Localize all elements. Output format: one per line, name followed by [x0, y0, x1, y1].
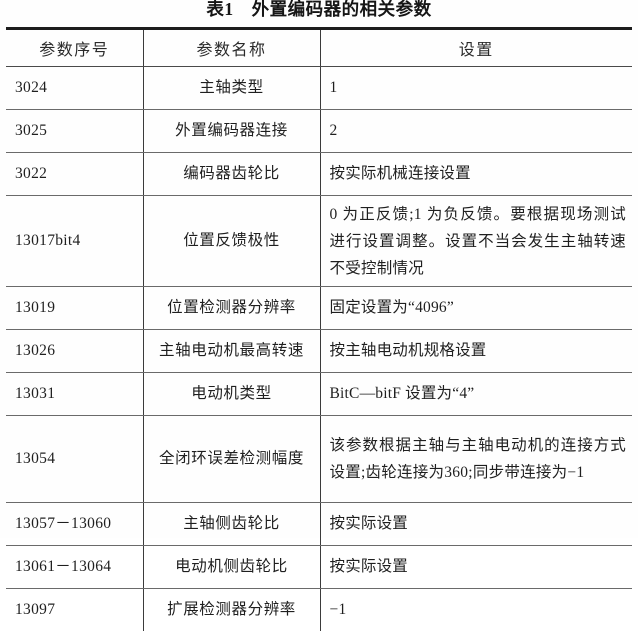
cell-setting: 按实际设置 [320, 546, 632, 589]
cell-param-name: 主轴类型 [143, 67, 320, 110]
table-row: 13054 全闭环误差检测幅度 该参数根据主轴与主轴电动机的连接方式设置;齿轮连… [6, 416, 632, 503]
cell-setting: 2 [320, 110, 632, 153]
table-row: 3024 主轴类型 1 [6, 67, 632, 110]
cell-param-name: 主轴电动机最高转速 [143, 330, 320, 373]
parameters-table: 参数序号 参数名称 设置 3024 主轴类型 1 3025 外置编码器连接 2 [6, 27, 632, 631]
parameters-table-container: 参数序号 参数名称 设置 3024 主轴类型 1 3025 外置编码器连接 2 [6, 27, 632, 631]
cell-param-no: 13057－13060 [6, 503, 143, 546]
cell-setting: 1 [320, 67, 632, 110]
column-header-param-no: 参数序号 [6, 29, 143, 67]
cell-setting: 按实际机械连接设置 [320, 153, 632, 196]
table-header-row: 参数序号 参数名称 设置 [6, 29, 632, 67]
caption-label: 表 [206, 0, 224, 19]
cell-param-no: 13061－13064 [6, 546, 143, 589]
cell-param-no: 3025 [6, 110, 143, 153]
cell-setting-text: 0 为正反馈;1 为负反馈。要根据现场测试进行设置调整。设置不当会发生主轴转速不… [330, 201, 627, 282]
table-row: 3022 编码器齿轮比 按实际机械连接设置 [6, 153, 632, 196]
cell-setting: 该参数根据主轴与主轴电动机的连接方式设置;齿轮连接为360;同步带连接为−1 [320, 416, 632, 503]
table-row: 13019 位置检测器分辨率 固定设置为“4096” [6, 287, 632, 330]
table-row: 13017bit4 位置反馈极性 0 为正反馈;1 为负反馈。要根据现场测试进行… [6, 196, 632, 287]
table-row: 13031 电动机类型 BitC—bitF 设置为“4” [6, 373, 632, 416]
cell-setting: BitC—bitF 设置为“4” [320, 373, 632, 416]
cell-param-name: 外置编码器连接 [143, 110, 320, 153]
table-body: 3024 主轴类型 1 3025 外置编码器连接 2 3022 编码器齿轮比 按… [6, 67, 632, 631]
cell-setting: 固定设置为“4096” [320, 287, 632, 330]
table-row: 13026 主轴电动机最高转速 按主轴电动机规格设置 [6, 330, 632, 373]
cell-param-name: 主轴侧齿轮比 [143, 503, 320, 546]
cell-param-name: 位置检测器分辨率 [143, 287, 320, 330]
table-row: 13097 扩展检测器分辨率 −1 [6, 589, 632, 631]
cell-param-no: 13031 [6, 373, 143, 416]
cell-param-name: 扩展检测器分辨率 [143, 589, 320, 631]
cell-param-name: 位置反馈极性 [143, 196, 320, 287]
cell-param-name: 电动机类型 [143, 373, 320, 416]
cell-param-no: 13054 [6, 416, 143, 503]
cell-setting: 按主轴电动机规格设置 [320, 330, 632, 373]
table-row: 13057－13060 主轴侧齿轮比 按实际设置 [6, 503, 632, 546]
column-header-param-name: 参数名称 [143, 29, 320, 67]
cell-setting: 0 为正反馈;1 为负反馈。要根据现场测试进行设置调整。设置不当会发生主轴转速不… [320, 196, 632, 287]
cell-param-name: 全闭环误差检测幅度 [143, 416, 320, 503]
cell-setting: −1 [320, 589, 632, 631]
cell-param-no: 13026 [6, 330, 143, 373]
cell-param-no: 3024 [6, 67, 143, 110]
cell-param-name: 电动机侧齿轮比 [143, 546, 320, 589]
cell-param-no: 13017bit4 [6, 196, 143, 287]
cell-param-no: 13097 [6, 589, 143, 631]
table-row: 13061－13064 电动机侧齿轮比 按实际设置 [6, 546, 632, 589]
caption-title: 外置编码器的相关参数 [252, 0, 432, 19]
cell-setting: 按实际设置 [320, 503, 632, 546]
cell-param-no: 13019 [6, 287, 143, 330]
table-caption: 表1 外置编码器的相关参数 [0, 0, 638, 22]
table-header: 参数序号 参数名称 设置 [6, 29, 632, 67]
cell-param-name: 编码器齿轮比 [143, 153, 320, 196]
cell-param-no: 3022 [6, 153, 143, 196]
cell-setting-text: 该参数根据主轴与主轴电动机的连接方式设置;齿轮连接为360;同步带连接为−1 [330, 432, 627, 486]
table-row: 3025 外置编码器连接 2 [6, 110, 632, 153]
column-header-setting: 设置 [320, 29, 632, 67]
caption-number: 1 [224, 0, 233, 19]
